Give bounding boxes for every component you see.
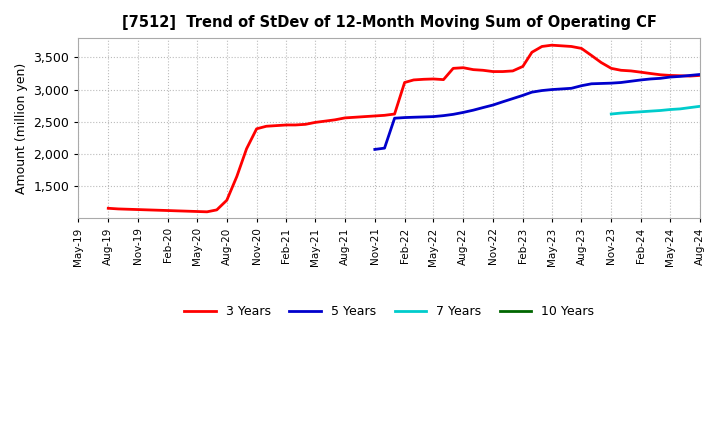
Title: [7512]  Trend of StDev of 12-Month Moving Sum of Operating CF: [7512] Trend of StDev of 12-Month Moving… xyxy=(122,15,657,30)
Legend: 3 Years, 5 Years, 7 Years, 10 Years: 3 Years, 5 Years, 7 Years, 10 Years xyxy=(179,300,599,323)
Line: 7 Years: 7 Years xyxy=(611,106,700,114)
Line: 5 Years: 5 Years xyxy=(375,74,700,150)
Line: 3 Years: 3 Years xyxy=(108,45,700,212)
Y-axis label: Amount (million yen): Amount (million yen) xyxy=(15,62,28,194)
